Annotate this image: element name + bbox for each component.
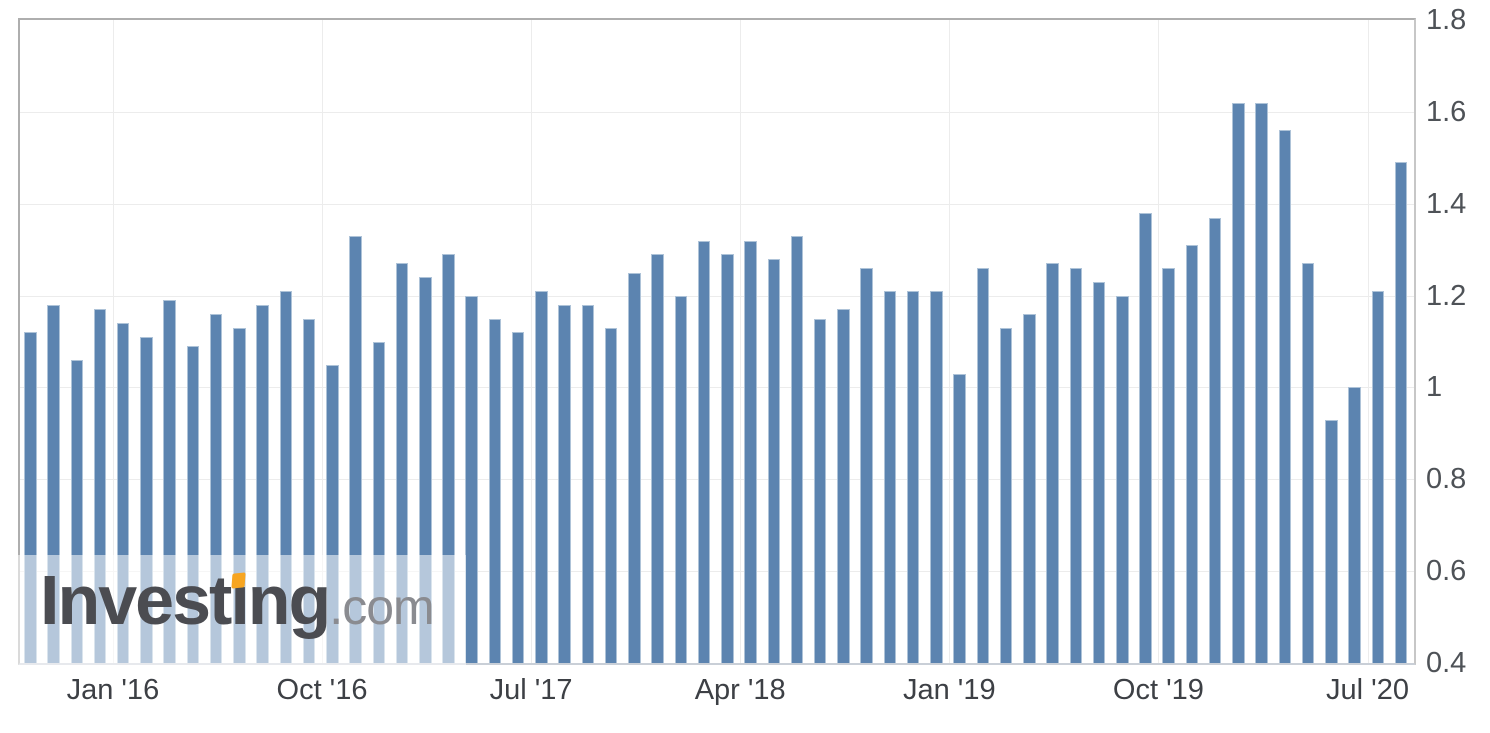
bar-sep-19[interactable] (1139, 212, 1152, 663)
investing-com-logo: Investı ng.com (40, 565, 435, 635)
bar-mar-19[interactable] (999, 327, 1013, 663)
y-axis-tick-label: 1 (1426, 371, 1443, 404)
bar-nov-19[interactable] (1185, 245, 1199, 663)
bar-may-18[interactable] (767, 258, 780, 663)
x-axis-tick-label: Oct '19 (1112, 674, 1204, 706)
bar-jun-18[interactable] (790, 235, 804, 663)
bar-apr-19[interactable] (1023, 313, 1036, 663)
horizontal-gridline (20, 479, 1414, 481)
logo-domain-text: .com (329, 579, 434, 635)
bar-may-17[interactable] (488, 318, 502, 663)
horizontal-gridline (20, 111, 1414, 113)
vertical-gridline (322, 20, 323, 663)
bar-jun-19[interactable] (1069, 268, 1082, 663)
y-axis-tick-label: 1.4 (1426, 187, 1467, 220)
bar-jan-19[interactable] (953, 373, 966, 663)
bar-jul-19[interactable] (1092, 281, 1106, 663)
vertical-gridline (531, 20, 533, 663)
horizontal-gridline (20, 571, 1414, 573)
y-axis-tick-label: 1.2 (1426, 279, 1467, 312)
bar-dec-17[interactable] (651, 254, 664, 663)
logo-i-letter: ı (230, 561, 250, 639)
horizontal-gridline (20, 295, 1414, 297)
bar-oct-17[interactable] (604, 327, 618, 663)
bar-apr-17[interactable] (465, 295, 478, 663)
bar-may-19[interactable] (1046, 263, 1059, 663)
bar-jul-17[interactable] (535, 291, 548, 663)
logo-orange-dot-icon (231, 572, 246, 589)
bar-oct-19[interactable] (1162, 268, 1175, 663)
watermark-overlay: Investı ng.com (18, 555, 466, 665)
bar-sep-18[interactable] (860, 268, 873, 663)
bar-jul-20[interactable] (1371, 291, 1384, 663)
bar-jul-18[interactable] (813, 318, 827, 663)
vertical-gridline (112, 20, 114, 663)
horizontal-gridline (20, 387, 1414, 389)
bar-feb-19[interactable] (976, 268, 990, 663)
x-axis-tick-label: Apr '18 (694, 674, 786, 706)
bar-sep-17[interactable] (581, 304, 595, 663)
bar-dec-19[interactable] (1208, 217, 1222, 663)
y-axis-tick-label: 1.8 (1426, 4, 1467, 36)
x-axis-tick-label: Jul '17 (489, 674, 573, 706)
horizontal-gridline (20, 203, 1414, 205)
bar-jan-18[interactable] (674, 295, 687, 663)
vertical-gridline (740, 20, 742, 663)
bar-feb-18[interactable] (697, 240, 711, 663)
vertical-gridline (1367, 20, 1369, 663)
bar-dec-18[interactable] (930, 291, 943, 663)
bar-nov-18[interactable] (906, 291, 920, 663)
x-axis-tick-label: Oct '16 (276, 674, 368, 706)
bar-jun-20[interactable] (1348, 387, 1361, 663)
y-axis-tick-label: 0.6 (1426, 555, 1467, 588)
bar-apr-20[interactable] (1301, 263, 1315, 663)
x-axis-tick-label: Jul '20 (1326, 674, 1409, 706)
y-axis-tick-label: 0.8 (1426, 463, 1467, 496)
bar-aug-20[interactable] (1394, 162, 1408, 663)
bar-jun-17[interactable] (511, 332, 525, 663)
bar-aug-17[interactable] (558, 304, 571, 663)
x-axis-tick-label: Jan '19 (902, 674, 996, 706)
bar-feb-20[interactable] (1255, 102, 1268, 663)
bar-jan-20[interactable] (1232, 102, 1245, 663)
bar-may-20[interactable] (1325, 419, 1338, 663)
bar-aug-19[interactable] (1116, 295, 1129, 663)
bar-oct-18[interactable] (883, 291, 897, 663)
bar-apr-18[interactable] (744, 240, 757, 663)
vertical-gridline (1158, 20, 1160, 663)
vertical-gridline (949, 20, 951, 663)
bar-mar-20[interactable] (1278, 130, 1292, 663)
x-axis-tick-label: Jan '16 (66, 674, 160, 706)
y-axis-tick-label: 1.6 (1426, 95, 1467, 128)
logo-brand-text: Investı ng (40, 561, 331, 639)
bar-mar-18[interactable] (721, 254, 734, 663)
bar-aug-18[interactable] (837, 309, 850, 663)
y-axis-tick-label: 0.4 (1426, 647, 1467, 679)
bar-nov-17[interactable] (628, 272, 641, 663)
